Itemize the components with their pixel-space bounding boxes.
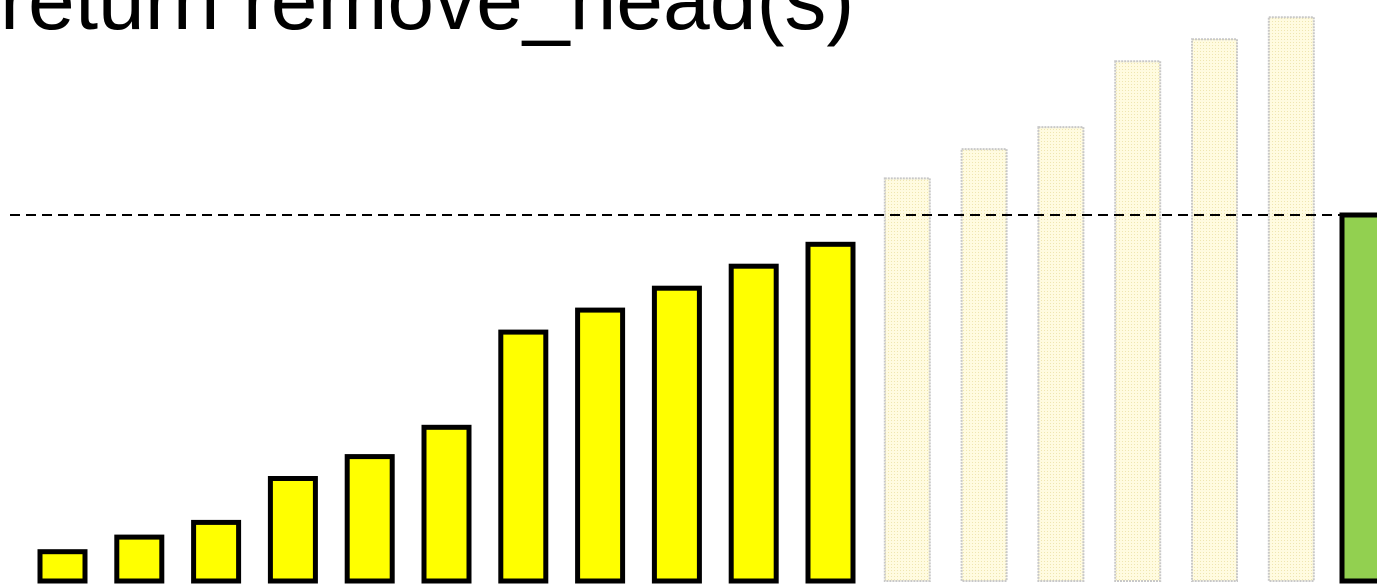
result-bar bbox=[1339, 212, 1377, 584]
active-bar bbox=[421, 424, 472, 584]
active-bar bbox=[805, 241, 856, 584]
active-bar bbox=[37, 549, 88, 584]
removed-bar bbox=[1267, 16, 1315, 583]
removed-bar bbox=[883, 177, 931, 582]
active-bar bbox=[498, 329, 549, 584]
active-bar bbox=[114, 534, 165, 584]
active-bar bbox=[728, 263, 779, 584]
removed-bar bbox=[1114, 60, 1162, 582]
bars-layer bbox=[37, 16, 1377, 584]
caption-text: return remove_head(s) bbox=[0, 0, 855, 47]
removed-bar bbox=[1191, 38, 1238, 583]
active-bar bbox=[575, 307, 626, 584]
active-bar bbox=[344, 454, 395, 584]
active-bar bbox=[651, 285, 702, 584]
removed-bar bbox=[1037, 126, 1085, 582]
active-bar bbox=[267, 476, 318, 584]
active-bar bbox=[191, 519, 242, 584]
removed-bar bbox=[960, 148, 1008, 582]
